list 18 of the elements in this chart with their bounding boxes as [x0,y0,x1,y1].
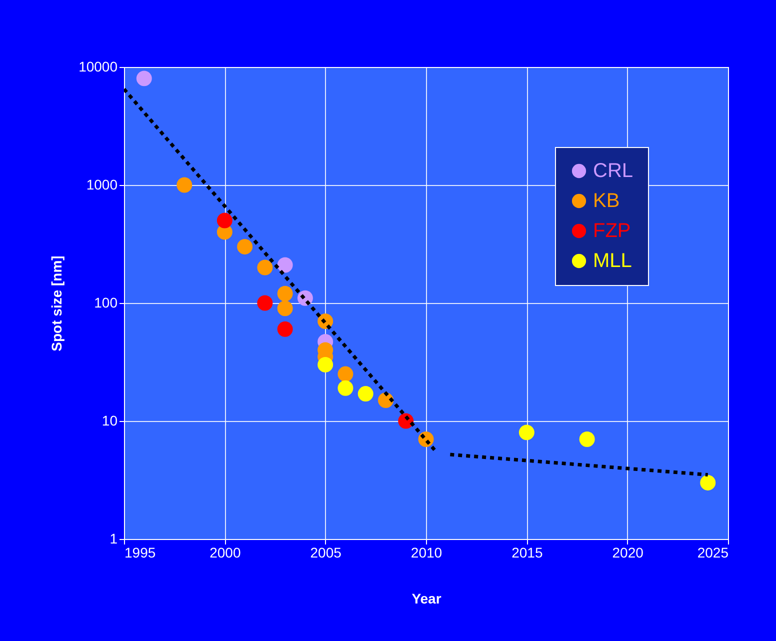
x-tick-label: 2000 [210,544,241,560]
x-axis-title: Year [412,590,442,606]
x-tick-label: 2025 [697,544,729,560]
y-tick-label: 10 [102,412,118,428]
y-tick-label: 10000 [78,58,118,74]
y-tick-label: 1000 [86,176,118,192]
y-axis-title: Spot size [nm] [48,256,65,352]
x-tick-label: 2015 [512,544,543,560]
x-tick-label: 2020 [612,544,644,560]
y-tick-label: 100 [94,294,118,310]
x-tick-label: 2010 [410,544,442,560]
legend-label: FZP [593,220,631,242]
y-tick-label: 1 [110,530,118,546]
legend-label: KB [593,190,620,212]
legend-label: MLL [593,250,632,272]
x-tick-label: 2005 [310,544,342,560]
legend-label: CRL [593,160,634,182]
x-tick-label: 1995 [124,544,156,560]
